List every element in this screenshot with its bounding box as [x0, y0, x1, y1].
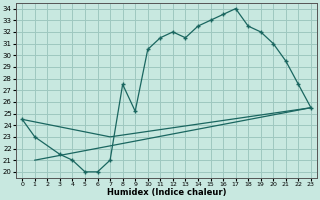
- X-axis label: Humidex (Indice chaleur): Humidex (Indice chaleur): [107, 188, 226, 197]
